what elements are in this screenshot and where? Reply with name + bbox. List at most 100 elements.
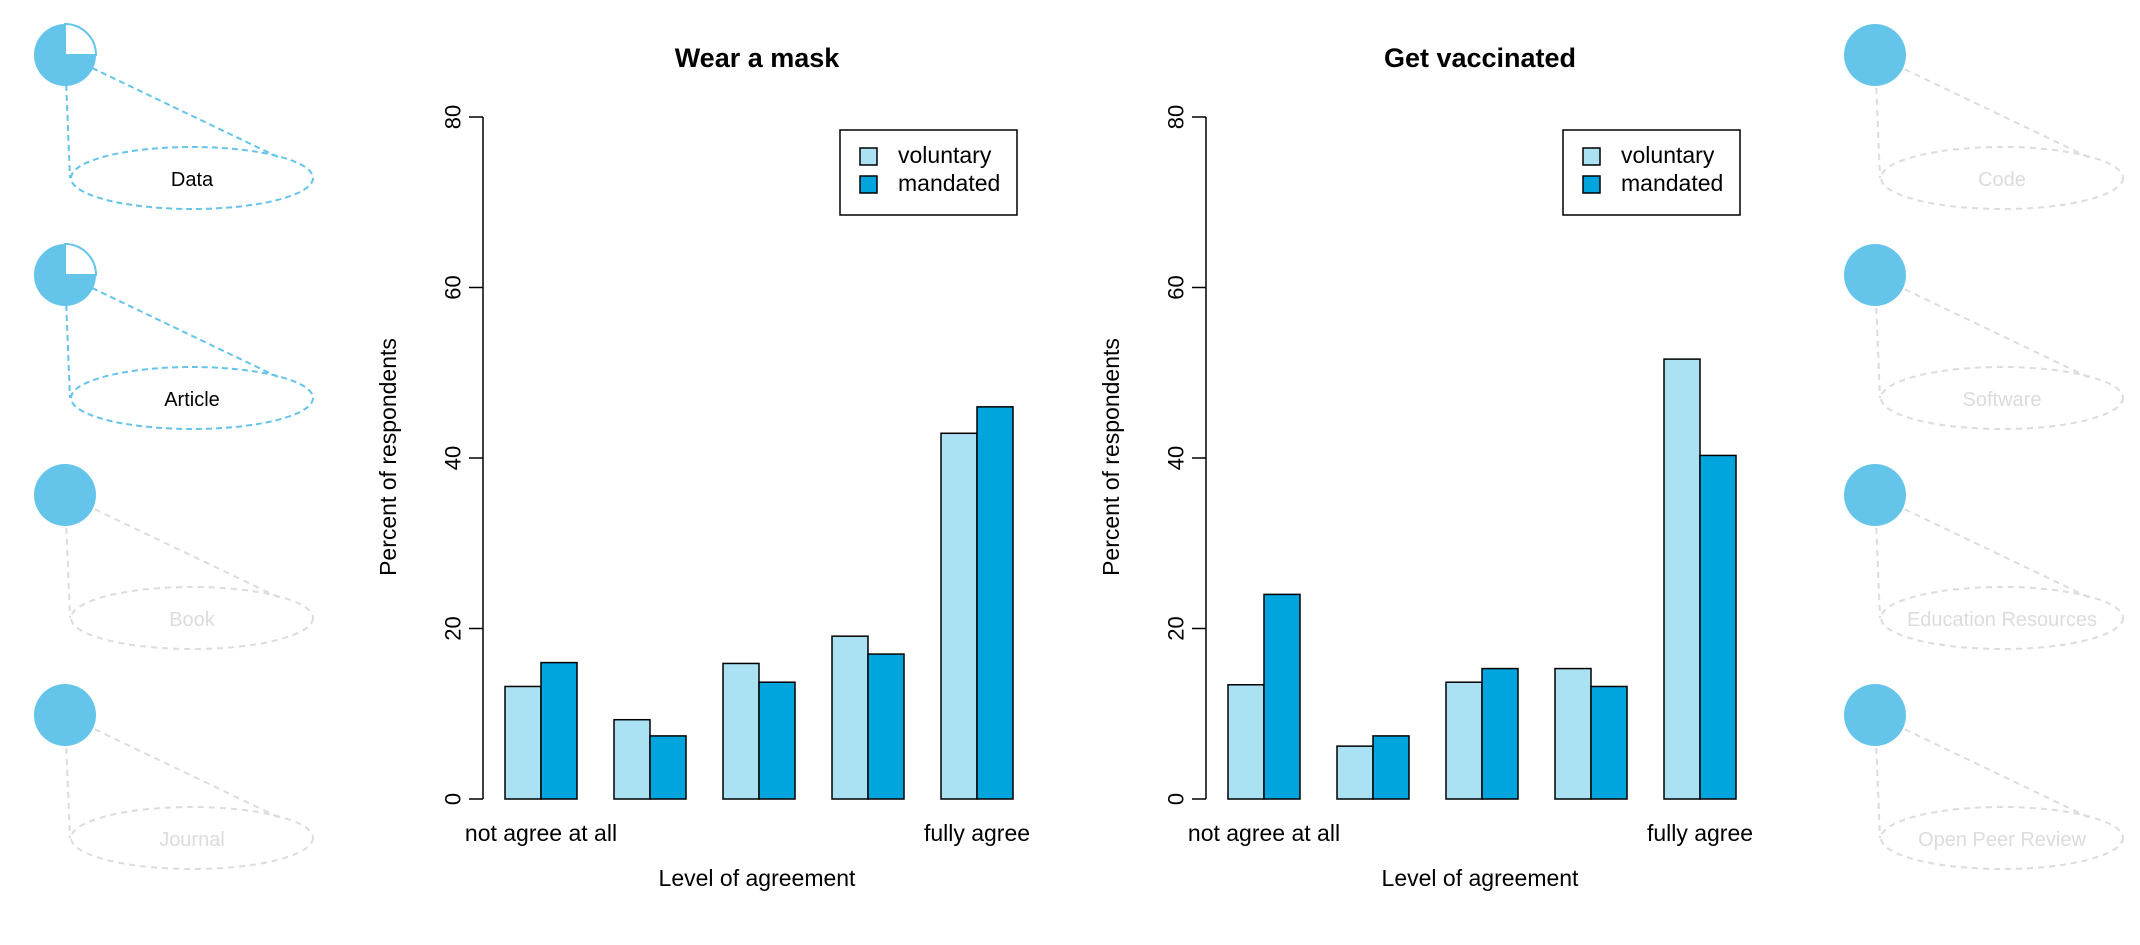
pie-slice-icon [64, 22, 98, 56]
y-tick-label: 0 [1164, 793, 1189, 805]
chart-title: Get vaccinated [1384, 43, 1576, 73]
x-category-label: not agree at all [465, 820, 617, 846]
bar-voluntary-2 [1336, 745, 1374, 800]
y-tick-label: 0 [441, 793, 466, 805]
connector-line [1874, 714, 2091, 819]
side-left-item-data[interactable]: Data [34, 22, 314, 210]
bar-mandated-5 [976, 406, 1014, 800]
bar-mandated-5 [1699, 454, 1737, 800]
connector-line [64, 274, 281, 379]
label-ellipse [70, 146, 314, 210]
connector-line [64, 494, 71, 619]
bar-mandated-1 [540, 661, 578, 800]
side-panel-left-graphic: Data Article Book Journal [34, 22, 314, 870]
bar-voluntary-5 [940, 432, 978, 800]
item-label: Article [164, 389, 220, 411]
connector-line [1874, 494, 2091, 599]
side-right-item-software[interactable]: Software [1844, 244, 2124, 430]
chart-title: Wear a mask [675, 43, 841, 73]
charts-graphic: Wear a mask 0 20 40 60 80 Percent of responden… [375, 43, 1753, 891]
connector-line [1874, 54, 1881, 179]
connector-line [64, 494, 281, 599]
side-left-item-journal[interactable]: Journal [34, 684, 314, 870]
side-panel-left: Data Article Book Journal [0, 0, 330, 940]
legend-swatch-mandated [1582, 175, 1601, 194]
circle-icon [1844, 464, 1906, 526]
label-ellipse [1880, 366, 2124, 430]
bar-mandated-3 [1481, 667, 1519, 800]
bar-voluntary-1 [504, 685, 542, 800]
bar-voluntary-3 [1445, 681, 1483, 800]
y-tick-label: 80 [441, 105, 466, 129]
bar-mandated-3 [758, 681, 796, 800]
label-ellipse [1880, 806, 2124, 870]
bar-voluntary-2 [613, 718, 651, 800]
connector-line [1874, 54, 2091, 159]
bar-mandated-4 [867, 653, 905, 800]
legend-box [1562, 129, 1741, 216]
legend-swatch-voluntary [1582, 147, 1601, 166]
bar-voluntary-5 [1663, 358, 1701, 800]
x-category-label: fully agree [1647, 820, 1753, 846]
legend-label-mandated: mandated [1621, 170, 1723, 196]
legend-box [839, 129, 1018, 216]
legend-swatch-mandated [859, 175, 878, 194]
connector-line [1874, 714, 1881, 839]
y-axis-label: Percent of respondents [375, 338, 401, 576]
chart-2: Get vaccinated 0 20 40 60 80 Percent of respon… [1098, 43, 1753, 891]
connector-line [1874, 274, 1881, 399]
x-axis-label: Level of agreement [659, 865, 857, 891]
connector-line [64, 714, 281, 819]
y-tick-label: 40 [441, 446, 466, 470]
charts-area: Wear a mask 0 20 40 60 80 Percent of responden… [330, 0, 1810, 945]
label-ellipse [1880, 586, 2124, 650]
side-right-item-open-peer-review[interactable]: Open Peer Review [1844, 684, 2124, 870]
item-label: Journal [159, 829, 225, 851]
circle-icon [34, 684, 96, 746]
bar-mandated-4 [1590, 685, 1628, 800]
side-right-item-code[interactable]: Code [1844, 24, 2124, 210]
y-tick-label: 80 [1164, 105, 1189, 129]
x-category-label: fully agree [924, 820, 1030, 846]
legend-label-voluntary: voluntary [1621, 142, 1715, 168]
legend-label-mandated: mandated [898, 170, 1000, 196]
item-label: Code [1978, 169, 2026, 191]
circle-icon [1844, 24, 1906, 86]
circle-icon [34, 464, 96, 526]
connector-line [64, 714, 71, 839]
circle-icon [1844, 244, 1906, 306]
circle-icon [1844, 684, 1906, 746]
x-axis-label: Level of agreement [1382, 865, 1580, 891]
label-ellipse [70, 806, 314, 870]
x-category-label: not agree at all [1188, 820, 1340, 846]
pie-slice-icon [64, 242, 98, 276]
side-left-item-article[interactable]: Article [34, 242, 314, 430]
connector-line [1874, 494, 1881, 619]
bar-voluntary-4 [831, 635, 869, 800]
y-tick-label: 60 [441, 275, 466, 299]
legend-label-voluntary: voluntary [898, 142, 992, 168]
bar-voluntary-1 [1227, 684, 1265, 800]
item-label: Data [171, 169, 214, 191]
bar-voluntary-3 [722, 662, 760, 800]
connector-line [1874, 274, 2091, 379]
connector-line [64, 54, 281, 159]
bar-mandated-1 [1263, 593, 1301, 800]
bar-voluntary-4 [1554, 667, 1592, 800]
legend-swatch-voluntary [859, 147, 878, 166]
side-left-item-book[interactable]: Book [34, 464, 314, 650]
item-label: Education Resources [1907, 609, 2097, 631]
side-panel-right: Code Software Education Resources Open Peer… [1810, 0, 2140, 940]
y-tick-label: 40 [1164, 446, 1189, 470]
bar-mandated-2 [1372, 735, 1410, 800]
side-right-item-education-resources[interactable]: Education Resources [1844, 464, 2124, 650]
label-ellipse [70, 366, 314, 430]
y-tick-label: 20 [441, 616, 466, 640]
item-label: Book [169, 609, 216, 631]
label-ellipse [70, 586, 314, 650]
label-ellipse [1880, 146, 2124, 210]
bar-mandated-2 [649, 735, 687, 800]
y-tick-label: 20 [1164, 616, 1189, 640]
